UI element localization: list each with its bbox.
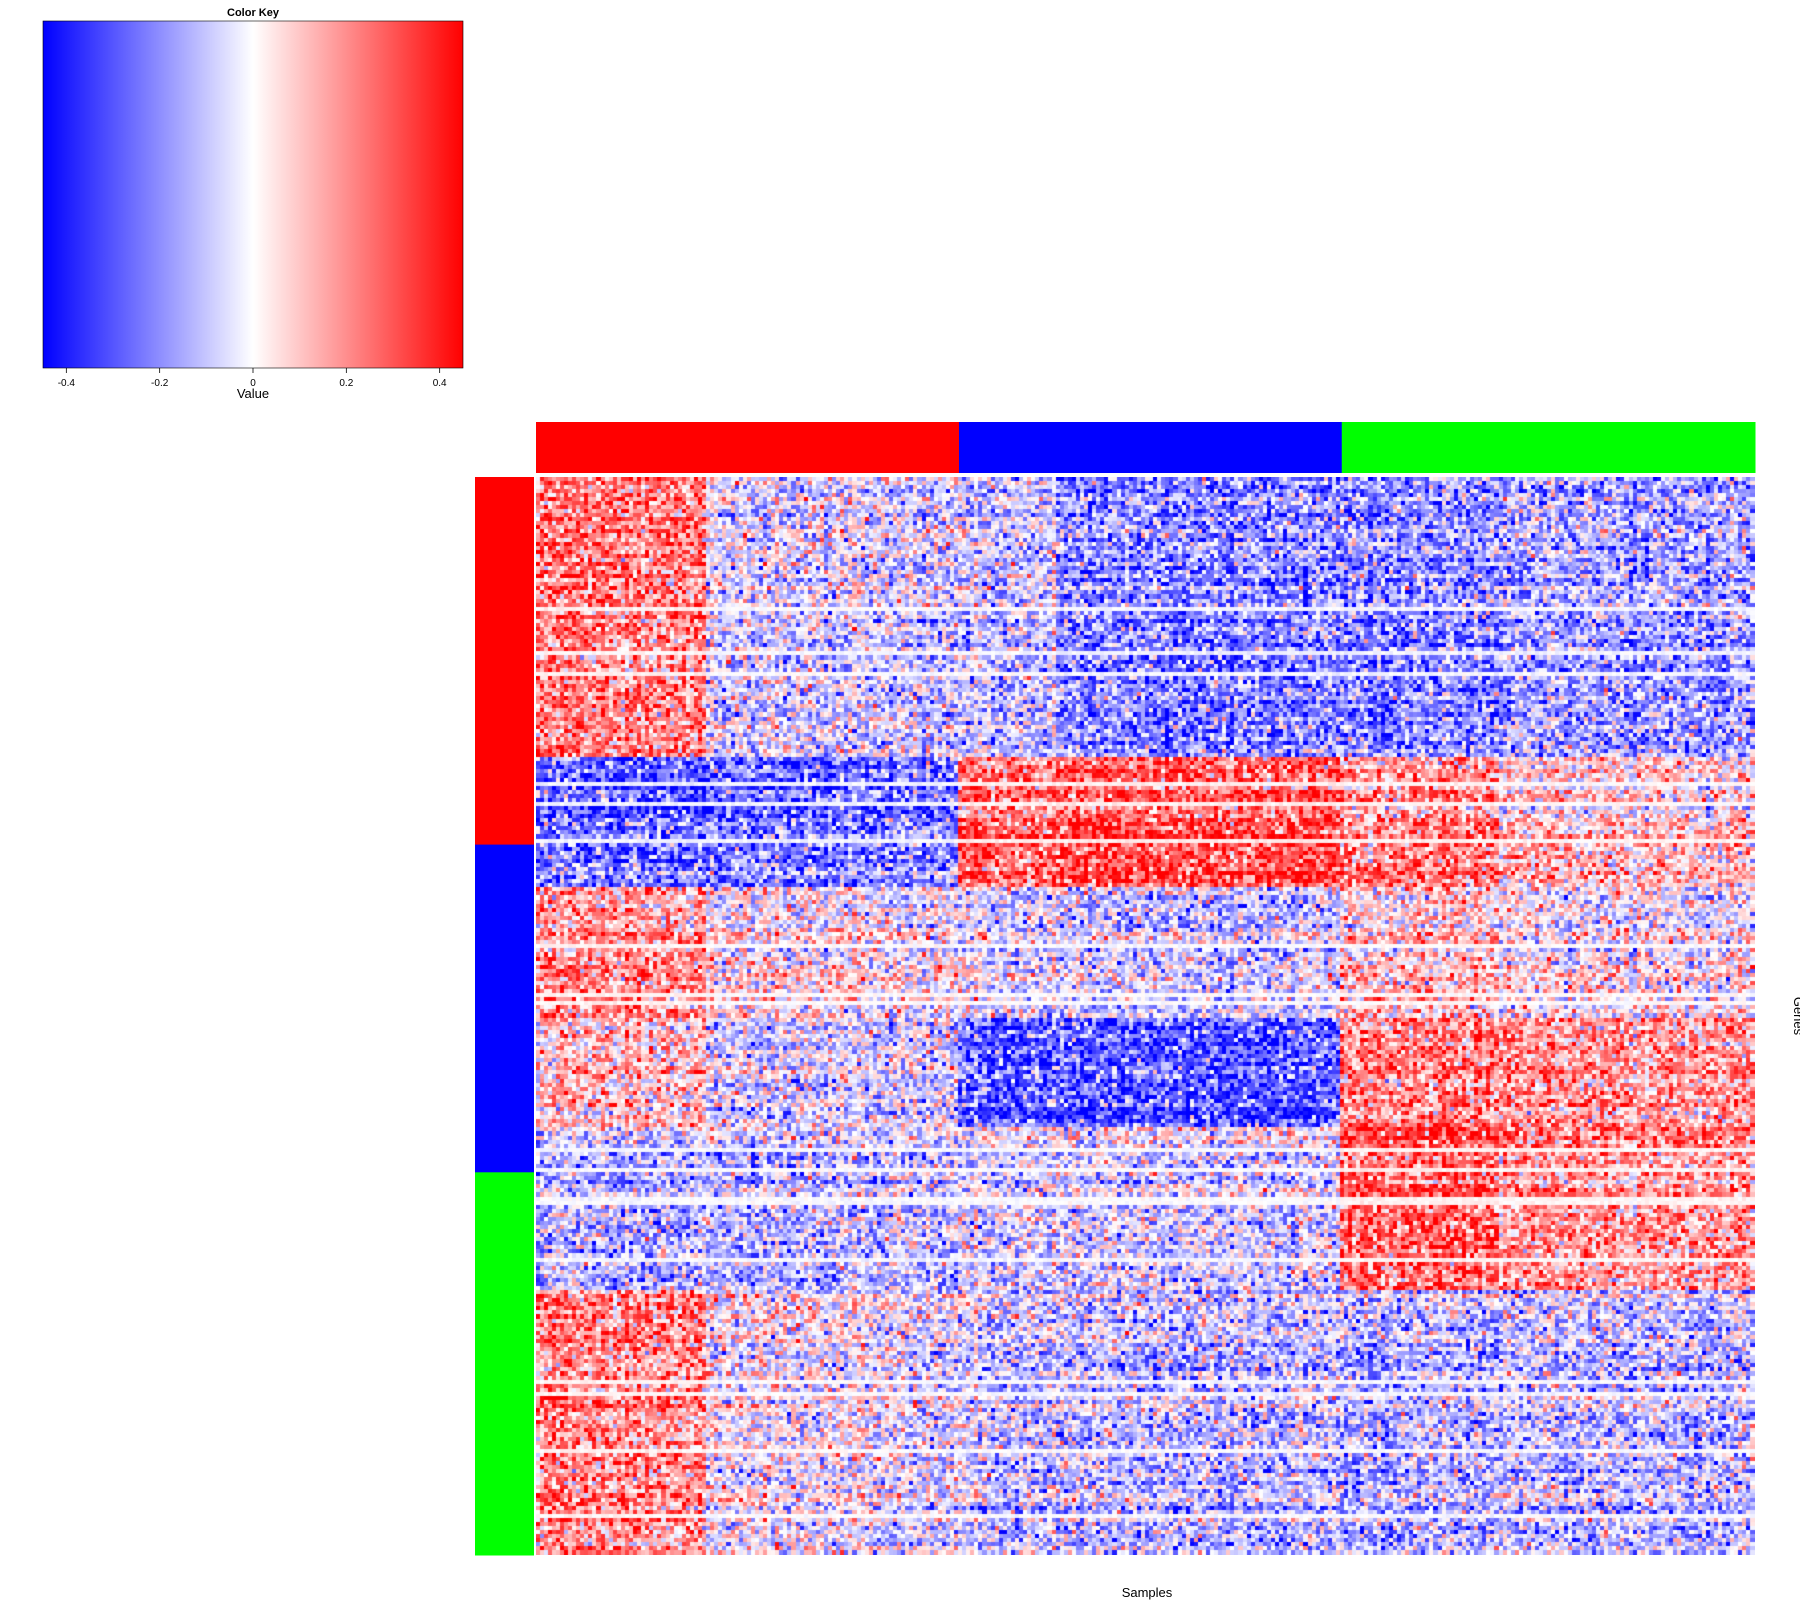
row-side-colors	[475, 477, 534, 1556]
color-key-axis: -0.4 -0.2 0 0.2 0.4	[58, 368, 447, 389]
color-key-tick-label: 0.4	[433, 378, 447, 389]
color-key-title: Color Key	[227, 7, 280, 19]
color-key-tick-label: 0	[250, 378, 256, 389]
x-axis-label: Samples	[1122, 1585, 1173, 1600]
color-key: Color Key -0.4 -0.2 0 0.2 0.4 Value	[42, 7, 464, 401]
column-side-color-group-3	[1341, 422, 1756, 473]
color-key-tick-label: -0.2	[151, 378, 169, 389]
column-side-color-group-2	[958, 422, 1343, 473]
color-key-label: Value	[237, 386, 269, 401]
row-side-color-group-2	[475, 844, 534, 1173]
y-axis-label: Genes	[1791, 997, 1800, 1036]
heatmap-matrix	[536, 477, 1755, 1555]
color-key-gradient	[42, 20, 464, 369]
row-side-color-group-3	[475, 1172, 534, 1556]
heatmap-matrix-container	[536, 477, 1755, 1555]
color-key-tick-label: -0.4	[58, 378, 76, 389]
color-key-tick-label: 0.2	[339, 378, 353, 389]
column-side-color-group-1	[536, 422, 960, 473]
row-side-color-group-1	[475, 477, 534, 846]
column-side-colors	[536, 422, 1756, 473]
